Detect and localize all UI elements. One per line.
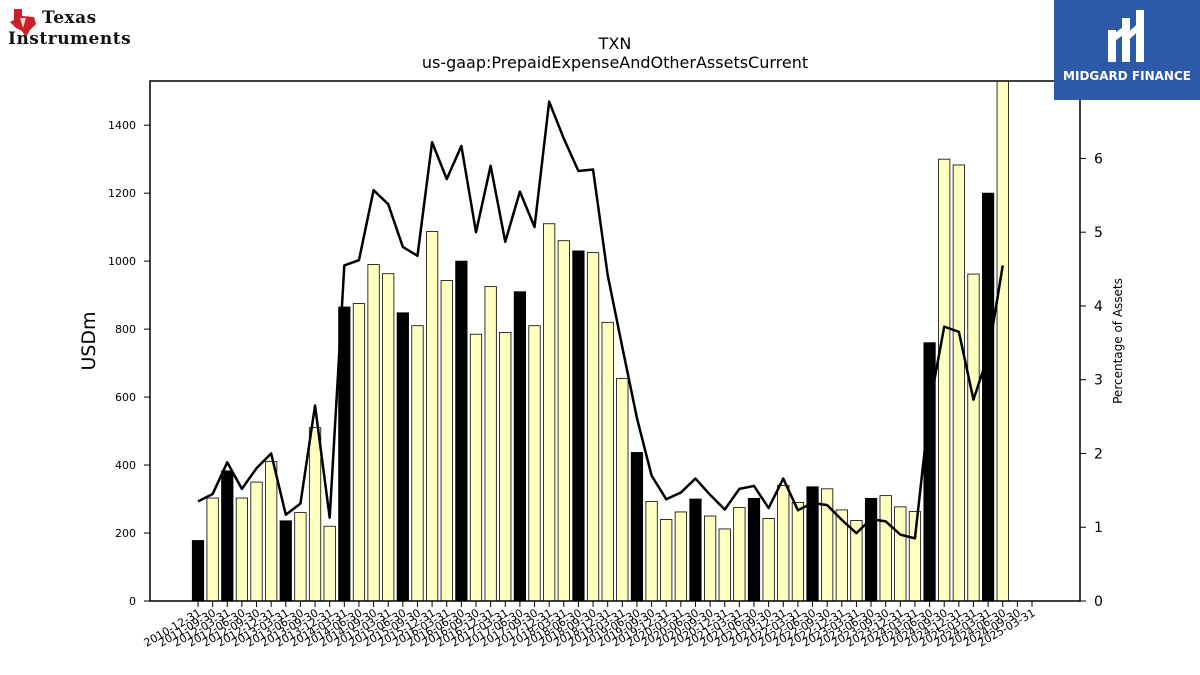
- bar-2016-12-31: [543, 223, 556, 602]
- bar-2021-03-31: [791, 502, 805, 602]
- bar-2024-03-31: [967, 273, 980, 602]
- y-axis-left-label: USDm: [78, 311, 100, 370]
- bar-2014-09-30: [411, 325, 424, 602]
- bar-2015-03-31: [440, 280, 453, 602]
- texas-state-icon: [10, 9, 36, 37]
- bar-2013-09-30: [352, 303, 366, 602]
- bar-2019-06-30: [689, 498, 702, 602]
- y-right-tick-label: 6: [1094, 151, 1103, 167]
- midgard-finance-label: MIDGARD FINANCE: [1063, 69, 1191, 83]
- y-axis-right: 0 1 2 3 4 5 6: [1080, 151, 1103, 610]
- bar-2017-03-31: [557, 240, 570, 602]
- chart-subtitle: us-gaap:PrepaidExpenseAndOtherAssetsCurr…: [422, 53, 808, 72]
- y-axis-right-label: Percentage of Assets: [1111, 278, 1125, 404]
- bar-2019-09-30: [704, 515, 717, 602]
- y-left-tick-label: 800: [115, 323, 136, 336]
- bar-2012-03-31: [265, 461, 278, 602]
- y-right-tick-label: 2: [1094, 446, 1103, 462]
- y-right-tick-label: 5: [1094, 225, 1103, 241]
- plot-frame: [149, 80, 1081, 602]
- y-left-tick-label: 1000: [108, 255, 136, 268]
- bar-2011-06-30: [221, 470, 234, 602]
- logo-text-line2: Instruments: [8, 29, 132, 49]
- bar-2018-06-30: [630, 452, 644, 602]
- bar-2016-09-30: [528, 325, 541, 602]
- y-right-tick-label: 0: [1094, 594, 1103, 610]
- y-axis-left: 0 200 400 600 800 1000 1200 1400: [108, 119, 150, 608]
- bar-2011-12-31: [250, 481, 263, 602]
- bar-2019-03-31: [674, 511, 687, 602]
- bar-2018-09-30: [645, 501, 658, 602]
- bar-2015-06-30: [455, 260, 468, 602]
- y-left-tick-label: 200: [115, 527, 136, 540]
- bar-2011-03-31: [206, 497, 219, 602]
- bar-2022-12-31: [894, 506, 907, 602]
- y-right-tick-label: 4: [1094, 299, 1103, 315]
- bar-2015-09-30: [469, 333, 483, 602]
- midgard-finance-badge: MIDGARD FINANCE: [1054, 0, 1200, 100]
- bar-2016-06-30: [513, 291, 527, 602]
- bar-2017-09-30: [586, 252, 600, 602]
- bar-2024-09-30: [996, 80, 1009, 602]
- texas-instruments-logo: Texas Instruments: [6, 6, 146, 54]
- bar-2014-12-31: [425, 231, 439, 602]
- bar-2023-09-30: [938, 158, 951, 602]
- bar-2010-12-31: [191, 540, 205, 602]
- bar-2023-03-31: [908, 511, 922, 602]
- bar-2023-12-31: [952, 164, 965, 602]
- midgard-icon: [1108, 10, 1144, 62]
- bar-2017-12-31: [601, 321, 614, 602]
- bar-2018-03-31: [616, 377, 629, 602]
- bar-2013-12-31: [367, 264, 380, 602]
- bar-2020-06-30: [747, 497, 761, 602]
- bar-2022-09-30: [879, 495, 892, 602]
- y-left-tick-label: 400: [115, 459, 136, 472]
- logo-text-line1: Texas: [42, 8, 97, 28]
- chart-title: TXN: [598, 34, 632, 53]
- bar-2017-06-30: [572, 250, 585, 602]
- bar-2014-06-30: [396, 312, 409, 602]
- bar-2015-12-31: [484, 286, 497, 602]
- bar-2014-03-31: [382, 273, 395, 602]
- y-left-tick-label: 1200: [108, 187, 136, 200]
- y-left-tick-label: 1400: [108, 119, 136, 132]
- bar-2011-09-30: [235, 497, 249, 602]
- bar-2020-03-31: [733, 507, 746, 602]
- bar-2018-12-31: [660, 519, 673, 602]
- percentage-of-assets-line: [197, 100, 1004, 540]
- bar-2022-06-30: [864, 497, 878, 602]
- bar-2012-09-30: [294, 512, 307, 602]
- bar-2016-03-31: [499, 332, 512, 602]
- line-layer: [197, 100, 1004, 540]
- bar-2024-06-30: [982, 192, 995, 602]
- y-right-tick-label: 3: [1094, 373, 1103, 389]
- y-right-tick-label: 1: [1094, 520, 1103, 536]
- bar-2012-12-31: [308, 427, 322, 602]
- bars-group: [191, 80, 1009, 602]
- bar-2020-09-30: [762, 518, 775, 602]
- bar-2013-03-31: [323, 525, 336, 602]
- y-left-tick-label: 600: [115, 391, 136, 404]
- bar-2020-12-31: [777, 485, 790, 602]
- x-axis: 2010-12-312011-09-302012-03-312012-06-30…: [142, 601, 1038, 650]
- y-left-tick-label: 0: [129, 595, 136, 608]
- bar-2019-12-31: [718, 528, 731, 602]
- bar-2012-06-30: [279, 520, 292, 602]
